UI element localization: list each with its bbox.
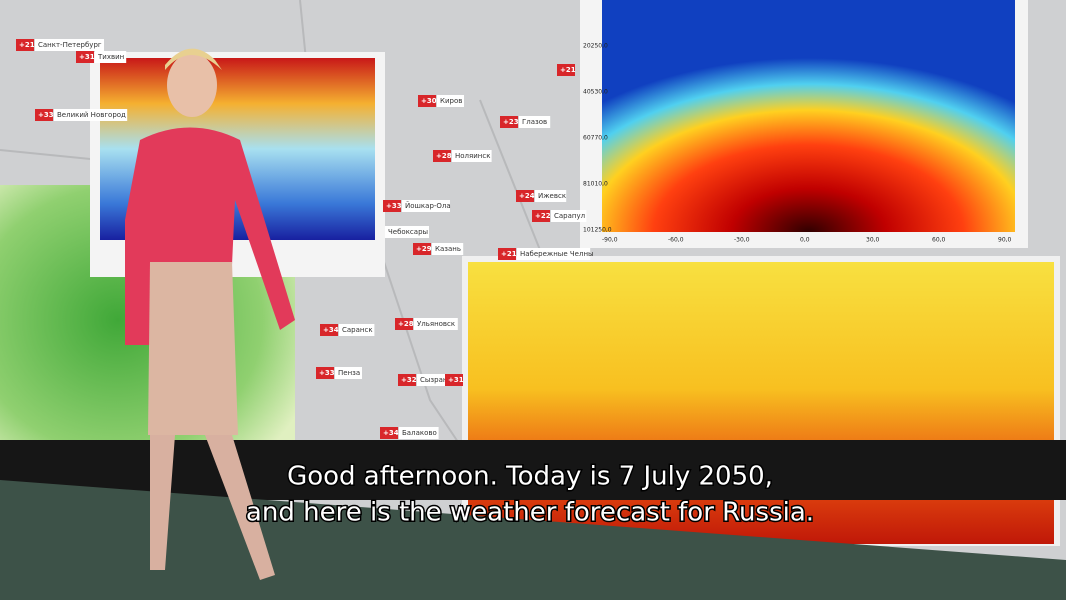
city-box bbox=[452, 150, 492, 162]
subtitle-line: Good afternoon. Today is 7 July 2050, bbox=[287, 462, 773, 492]
temp-label: +34 bbox=[323, 326, 339, 334]
temp-box bbox=[395, 318, 413, 330]
city-box bbox=[339, 324, 375, 336]
subtitle-line: and here is the weather forecast for Rus… bbox=[246, 498, 814, 528]
temp-label: +23 bbox=[503, 118, 519, 126]
temp-box bbox=[516, 190, 534, 202]
temp-box bbox=[557, 64, 575, 76]
city-label: Ноляинск bbox=[455, 152, 490, 160]
city-label: Глазов bbox=[522, 118, 547, 126]
temp-box bbox=[35, 109, 53, 121]
temp-label: +30 bbox=[421, 97, 437, 105]
temp-box bbox=[16, 39, 34, 51]
temp-label: +33 bbox=[38, 111, 54, 119]
temp-label: +33 bbox=[319, 369, 335, 377]
city-label: Балаково bbox=[402, 429, 437, 437]
city-label: Пенза bbox=[338, 369, 360, 377]
city-label: Киров bbox=[440, 97, 462, 105]
temp-label: +31 bbox=[448, 376, 464, 384]
temp-box bbox=[398, 374, 416, 386]
city-label: Тихвин bbox=[97, 53, 124, 61]
y-tick-label: 40530,0 bbox=[583, 89, 608, 96]
temp-box bbox=[498, 248, 516, 260]
temp-box bbox=[320, 324, 338, 336]
city-label: Сарапул bbox=[554, 212, 585, 220]
city-box bbox=[517, 248, 591, 260]
x-tick-label: 90,0 bbox=[998, 237, 1012, 244]
temp-label: +28 bbox=[398, 320, 414, 328]
city-box bbox=[535, 190, 567, 202]
city-box bbox=[385, 226, 429, 238]
city-label: Саранск bbox=[342, 326, 373, 334]
temp-box bbox=[418, 95, 436, 107]
city-box bbox=[437, 95, 464, 107]
city-label: Чебоксары bbox=[388, 228, 428, 236]
city-box bbox=[402, 200, 450, 212]
temp-box bbox=[433, 150, 451, 162]
city-box bbox=[432, 243, 464, 255]
city-label: Йошкар-Ола bbox=[405, 201, 451, 210]
temp-label: +22 bbox=[535, 212, 551, 220]
y-tick-label: 101250,0 bbox=[583, 227, 612, 234]
temp-label: +21 bbox=[19, 41, 35, 49]
y-tick-label: 20250,0 bbox=[583, 43, 608, 50]
wall-base bbox=[0, 440, 1066, 500]
temp-label: +28 bbox=[436, 152, 452, 160]
city-box bbox=[335, 367, 362, 379]
city-label: Сызрань bbox=[420, 376, 452, 384]
temp-label: +21 bbox=[501, 250, 517, 258]
city-box bbox=[519, 116, 551, 128]
temp-box bbox=[445, 374, 463, 386]
city-box bbox=[414, 318, 458, 330]
x-tick-label: -30,0 bbox=[734, 237, 750, 244]
temp-label: +21 bbox=[560, 66, 576, 74]
temp-label: +29 bbox=[416, 245, 432, 253]
temp-box bbox=[532, 210, 550, 222]
x-tick-label: 60,0 bbox=[932, 237, 946, 244]
city-label: Набережные Челны bbox=[520, 250, 594, 258]
city-box bbox=[551, 210, 587, 222]
city-label: Ульяновск bbox=[417, 320, 455, 328]
x-tick-label: 0,0 bbox=[800, 237, 810, 244]
temp-box bbox=[380, 427, 398, 439]
temp-box bbox=[316, 367, 334, 379]
city-label: Ижевск bbox=[538, 192, 566, 200]
temp-box bbox=[76, 51, 94, 63]
temp-label: +24 bbox=[519, 192, 535, 200]
temp-box bbox=[413, 243, 431, 255]
city-label: Великий Новгород bbox=[57, 111, 126, 119]
city-box bbox=[417, 374, 453, 386]
temp-label: +33 bbox=[386, 202, 402, 210]
city-box bbox=[399, 427, 439, 439]
temp-box bbox=[383, 200, 401, 212]
city-box bbox=[54, 109, 128, 121]
presenter bbox=[125, 48, 295, 580]
y-tick-label: 81010,0 bbox=[583, 181, 608, 188]
section-heatmap bbox=[602, 0, 1015, 232]
x-tick-label: -60,0 bbox=[668, 237, 684, 244]
city-label: Казань bbox=[435, 245, 461, 253]
temp-label: +31 bbox=[79, 53, 95, 61]
y-tick-label: 60770,0 bbox=[583, 135, 608, 142]
temp-label: +34 bbox=[383, 429, 399, 437]
city-box bbox=[95, 51, 127, 63]
temp-box bbox=[500, 116, 518, 128]
x-tick-label: -90,0 bbox=[602, 237, 618, 244]
temp-label: +32 bbox=[401, 376, 417, 384]
x-tick-label: 30,0 bbox=[866, 237, 880, 244]
city-label: Санкт-Петербург bbox=[38, 41, 102, 49]
city-box bbox=[35, 39, 104, 51]
